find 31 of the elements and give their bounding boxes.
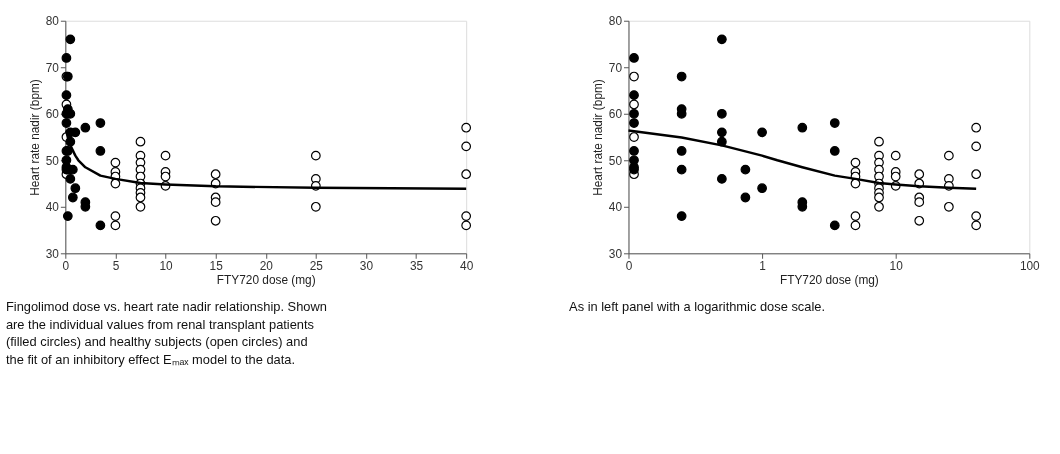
- x-tick-label: 5: [112, 258, 120, 273]
- x-tick-label: 1: [759, 258, 767, 273]
- y-tick-label: 40: [608, 200, 623, 215]
- y-tick-label: 80: [608, 14, 623, 29]
- x-tick-label: 20: [259, 258, 274, 273]
- y-tick-label: 50: [608, 153, 623, 168]
- x-tick-label: 10: [159, 258, 174, 273]
- x-tick-label: 35: [409, 258, 424, 273]
- y-tick-label: 70: [45, 60, 60, 75]
- x-tick-label: 10: [889, 258, 904, 273]
- x-axis-title: FTY720 dose (mg): [779, 273, 879, 288]
- y-tick-label: 40: [45, 200, 60, 215]
- x-axis-title: FTY720 dose (mg): [216, 273, 316, 288]
- text: As in left panel with a logarithmic dose scale.: [569, 298, 825, 314]
- text: Fingolimod dose vs. heart rate nadir relationship. Shown are the individual values from renal transplant patients (filled circles) and healthy subjects (open circles) and the fit of an inhibitory effect Eₘₐₓ model to the data.: [5, 298, 327, 368]
- y-tick-label: 70: [608, 60, 623, 75]
- y-tick-label: 80: [45, 14, 60, 29]
- y-axis-title: Heart rate nadir (bpm): [27, 79, 42, 196]
- x-tick-label: 30: [359, 258, 374, 273]
- y-tick-label: 30: [608, 246, 623, 261]
- x-tick-label: 0: [625, 258, 633, 273]
- y-tick-label: 50: [45, 153, 60, 168]
- x-tick-label: 40: [460, 258, 474, 273]
- y-axis-title: Heart rate nadir (bpm): [590, 79, 605, 196]
- x-tick-label: 25: [309, 258, 324, 273]
- x-tick-label: 100: [1019, 258, 1041, 273]
- x-tick-label: 15: [209, 258, 224, 273]
- y-tick-label: 60: [608, 107, 623, 122]
- y-tick-label: 60: [45, 107, 60, 122]
- x-tick-label: 0: [62, 258, 70, 273]
- y-tick-label: 30: [45, 246, 60, 261]
